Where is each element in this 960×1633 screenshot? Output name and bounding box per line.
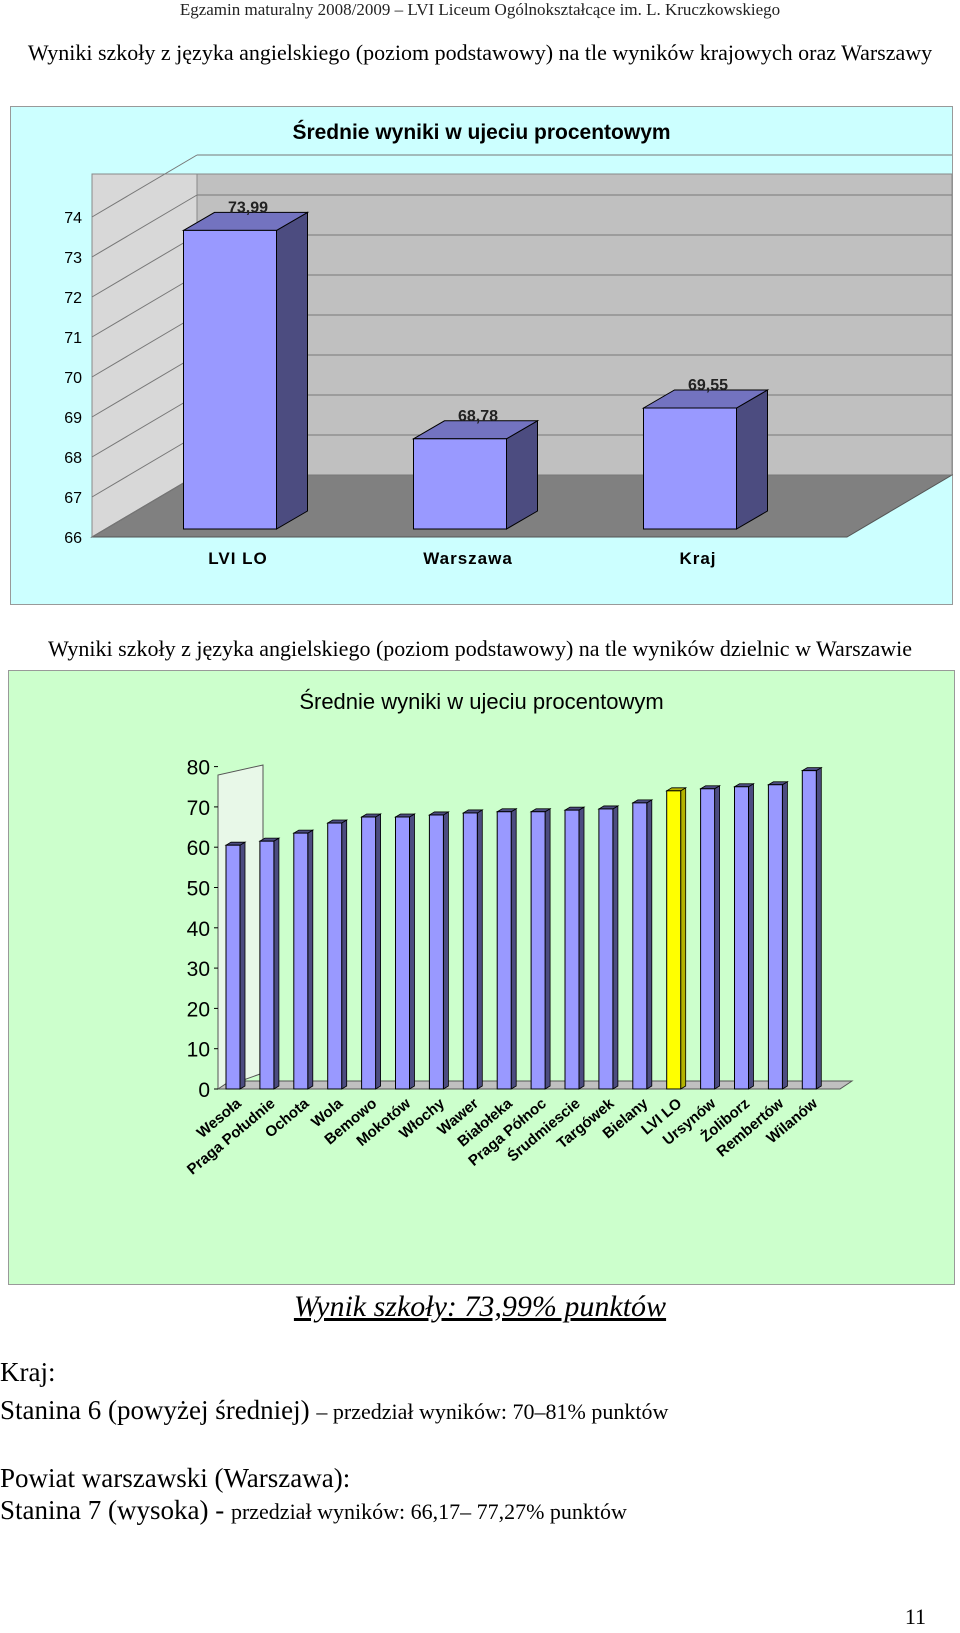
- chart1-gridline-diag: [91, 154, 198, 218]
- chart1: Średnie wyniki w ujeciu procentowym 66 67 6…: [10, 106, 954, 605]
- chart2-bar-side: [578, 806, 585, 1090]
- chart1-ytick: 72: [64, 290, 82, 307]
- chart2-bar: [225, 844, 241, 1090]
- chart2-bar: [564, 809, 580, 1090]
- chart1-ytick: 70: [64, 370, 82, 387]
- chart1-gridline-diag: [91, 314, 198, 378]
- chart1-bar-side: [276, 211, 308, 530]
- chart2-ytick: 70: [187, 797, 210, 820]
- chart2-bar: [801, 770, 817, 1090]
- chart2-bar-side: [341, 819, 348, 1090]
- chart1-ytick: 69: [64, 410, 82, 427]
- chart1-xtick: Kraj: [679, 549, 716, 568]
- chart1-bar: [413, 438, 507, 530]
- chart1-bar: [183, 229, 277, 530]
- chart1-ytick: 66: [64, 530, 82, 547]
- chart2-bar: [734, 786, 749, 1090]
- chart2-bar: [598, 808, 614, 1090]
- chart2-bar-side: [612, 805, 619, 1090]
- chart1-gridline-diag: [91, 434, 198, 498]
- chart2-bar: [395, 816, 410, 1090]
- chart2-bar-side: [510, 808, 517, 1090]
- chart1-ytick: 71: [64, 330, 82, 347]
- chart2-bar: [428, 814, 444, 1090]
- chart2-bar: [293, 832, 309, 1090]
- chart2-ytick: 40: [187, 918, 210, 941]
- section2-title: Wyniki szkoły z języka angielskiego (poz…: [47, 636, 913, 661]
- chart1-title: Średnie wyniki w ujeciu procentowym: [292, 120, 670, 144]
- chart2-bar: [530, 811, 546, 1090]
- kraj-stanina: Stanina 6 (powyżej średniej): [0, 1395, 310, 1425]
- chart2-ytick: 30: [187, 958, 210, 981]
- chart2-bar-side: [442, 811, 449, 1090]
- chart2-bar-side: [680, 787, 687, 1090]
- school-result: Wynik szkoły: 73,99% punktów: [293, 1290, 667, 1323]
- chart2-ytick: 50: [187, 878, 210, 901]
- chart2-ytick: 80: [187, 757, 210, 780]
- chart1-bar-side: [736, 389, 768, 530]
- section1-title: Wyniki szkoły z języka angielskiego (poz…: [27, 40, 933, 65]
- chart1-gridline-diag: [91, 274, 198, 338]
- chart2-ytick: 10: [187, 1039, 210, 1062]
- chart1-ytick: 74: [64, 210, 82, 227]
- page-header: Egzamin maturalny 2008/2009 – LVI Liceum…: [179, 0, 781, 19]
- chart2-bar-side: [544, 808, 551, 1090]
- kraj-line: Stanina 6 (powyżej średniej) – przedział…: [0, 1394, 668, 1428]
- chart1-back-wall: [196, 173, 953, 476]
- chart1-ytick: 73: [64, 250, 82, 267]
- chart1-xtick: LVI LO: [208, 549, 268, 568]
- chart2-bar-side: [646, 799, 653, 1090]
- chart2-bar-side: [815, 766, 822, 1090]
- chart1-bar-side: [506, 419, 538, 530]
- chart2-title: Średnie wyniki w ujeciu procentowym: [299, 689, 663, 714]
- powiat-label: Powiat warszawski (Warszawa):: [0, 1463, 351, 1493]
- chart2-bar-side: [476, 809, 483, 1090]
- kraj-label: Kraj:: [0, 1357, 56, 1387]
- chart2-ytick: 60: [187, 837, 210, 860]
- chart2-ytick: 0: [198, 1079, 210, 1102]
- powiat-line: Stanina 7 (wysoka) - przedział wyników: …: [0, 1494, 627, 1528]
- chart1-ytick: 68: [64, 450, 82, 467]
- chart2-bar-side: [307, 829, 314, 1090]
- chart1-data-label: 69,55: [688, 377, 728, 394]
- powiat-stanina: Stanina 7 (wysoka) -: [0, 1495, 225, 1525]
- chart2-bar-side: [782, 781, 788, 1090]
- chart2-bar: [361, 816, 377, 1090]
- chart2-bar: [496, 811, 512, 1090]
- chart2-ytick: 20: [187, 998, 210, 1021]
- chart2-bar: [462, 812, 478, 1090]
- powiat-range: przedział wyników: 66,17– 77,27% punktów: [230, 1499, 627, 1524]
- chart1-xtick: Warszawa: [423, 549, 513, 568]
- chart1-gridline-diag: [91, 234, 198, 298]
- chart2-bar: [259, 840, 275, 1090]
- chart1-data-label: 73,99: [228, 199, 268, 216]
- chart1-gridline-diag: [91, 354, 198, 418]
- chart2-bar: [632, 802, 648, 1090]
- chart2-bar-side: [273, 837, 280, 1090]
- kraj-range: – przedział wyników: 70–81% punktów: [316, 1399, 669, 1424]
- chart2: Średnie wyniki w ujeciu procentowym 0 10 20…: [8, 670, 955, 1285]
- chart2-bar-side: [239, 841, 246, 1090]
- chart1-gridline-diag: [91, 194, 198, 258]
- chart2-bar: [700, 788, 716, 1090]
- chart1-side-wall: [91, 173, 198, 538]
- chart1-ytick: 67: [64, 490, 82, 507]
- chart2-bar: [327, 822, 343, 1090]
- chart2-bar: [666, 790, 682, 1090]
- chart2-bar-side: [748, 783, 754, 1090]
- page-number: 11: [904, 1604, 926, 1629]
- chart2-bar: [767, 784, 783, 1090]
- chart1-bar: [643, 407, 737, 530]
- chart1-gridline-diag: [91, 474, 198, 538]
- chart1-data-label: 68,78: [458, 408, 498, 425]
- chart2-bar-side: [409, 813, 415, 1090]
- chart2-bar-side: [714, 785, 720, 1090]
- chart2-bar-side: [375, 813, 382, 1090]
- chart1-gridline-diag: [91, 394, 198, 458]
